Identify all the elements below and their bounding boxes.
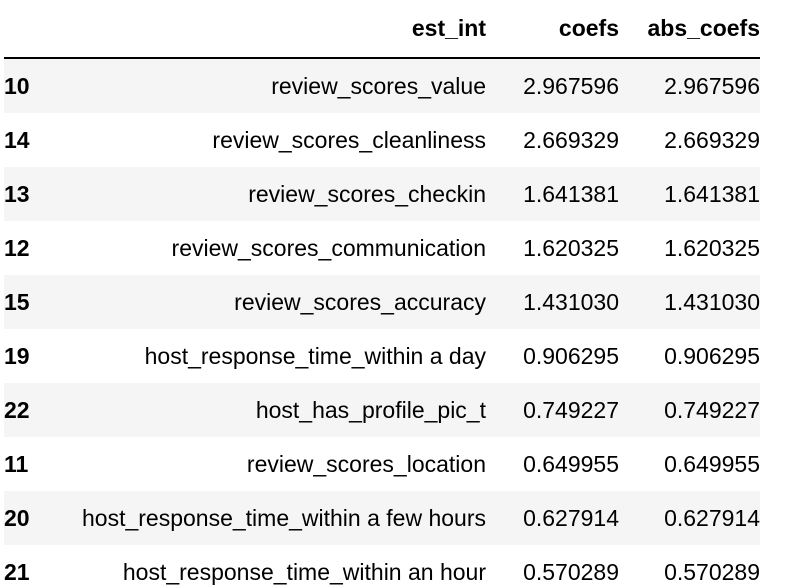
row-index: 22 [4,396,30,423]
row-index: 11 [4,450,29,477]
column-header-abs-coefs: abs_coefs [647,15,760,41]
row-index: 14 [4,126,30,153]
abs-coefs-cell: 1.620325 [664,234,760,261]
row-index: 19 [4,342,30,369]
row-index: 20 [4,504,30,531]
table-row: 21 host_response_time_within an hour 0.5… [4,545,760,588]
est-int-cell: review_scores_cleanliness [212,126,486,153]
table-row: 10 review_scores_value 2.967596 2.967596 [4,58,760,113]
abs-coefs-cell: 0.906295 [664,342,760,369]
est-int-cell: review_scores_checkin [248,180,486,207]
coefs-cell: 1.620325 [523,234,619,261]
abs-coefs-cell: 0.749227 [664,396,760,423]
table-header: est_int coefs abs_coefs [4,0,760,58]
abs-coefs-cell: 1.431030 [664,288,760,315]
index-header [4,0,46,58]
abs-coefs-cell: 1.641381 [664,180,760,207]
coefs-cell: 0.570289 [523,558,619,585]
table-row: 22 host_has_profile_pic_t 0.749227 0.749… [4,383,760,437]
coefs-cell: 1.431030 [523,288,619,315]
row-index: 13 [4,180,30,207]
coefs-cell: 2.669329 [523,126,619,153]
row-index: 15 [4,288,30,315]
column-header-est-int: est_int [411,15,486,41]
est-int-cell: host_response_time_within a day [144,342,486,369]
table-body: 10 review_scores_value 2.967596 2.967596… [4,58,760,588]
abs-coefs-cell: 0.649955 [664,450,760,477]
table-row: 15 review_scores_accuracy 1.431030 1.431… [4,275,760,329]
abs-coefs-cell: 2.669329 [664,126,760,153]
table-row: 20 host_response_time_within a few hours… [4,491,760,545]
row-index: 12 [4,234,30,261]
est-int-cell: host_response_time_within a few hours [81,504,486,531]
table-row: 12 review_scores_communication 1.620325 … [4,221,760,275]
table-row: 11 review_scores_location 0.649955 0.649… [4,437,760,491]
abs-coefs-cell: 0.627914 [664,504,760,531]
coefs-cell: 2.967596 [523,72,619,99]
row-index: 10 [4,72,30,99]
coefs-cell: 0.749227 [523,396,619,423]
abs-coefs-cell: 0.570289 [664,558,760,585]
est-int-cell: host_response_time_within an hour [122,558,486,585]
est-int-cell: review_scores_location [246,450,486,477]
coefs-cell: 1.641381 [523,180,619,207]
est-int-cell: review_scores_value [271,72,486,99]
est-int-cell: review_scores_communication [171,234,486,261]
header-row: est_int coefs abs_coefs [4,0,760,58]
coefs-cell: 0.649955 [523,450,619,477]
column-header-coefs: coefs [558,15,619,41]
dataframe-table: est_int coefs abs_coefs 10 review_scores… [4,0,760,588]
table-row: 19 host_response_time_within a day 0.906… [4,329,760,383]
coefs-cell: 0.627914 [523,504,619,531]
est-int-cell: host_has_profile_pic_t [255,396,486,423]
table-row: 13 review_scores_checkin 1.641381 1.6413… [4,167,760,221]
row-index: 21 [4,558,30,585]
abs-coefs-cell: 2.967596 [664,72,760,99]
coefs-cell: 0.906295 [523,342,619,369]
est-int-cell: review_scores_accuracy [234,288,486,315]
table-row: 14 review_scores_cleanliness 2.669329 2.… [4,113,760,167]
